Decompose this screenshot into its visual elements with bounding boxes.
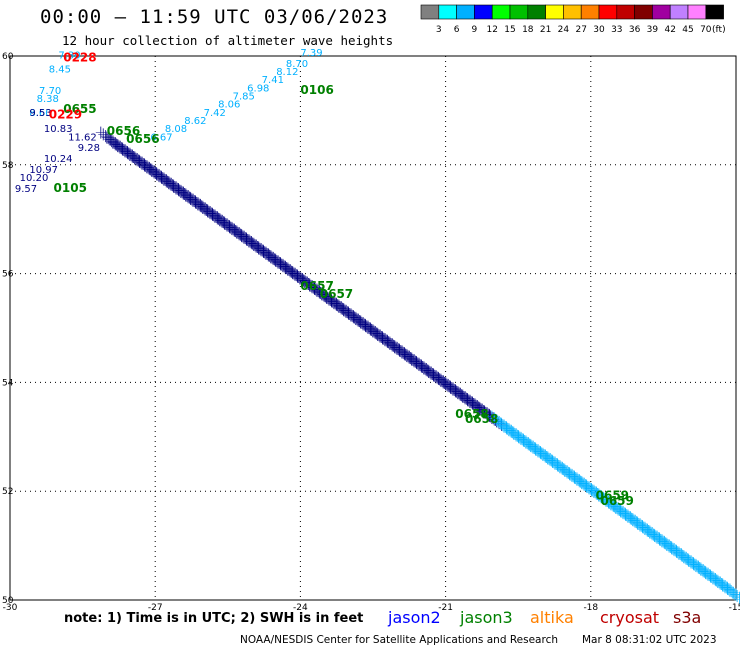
- time-label: 0659: [596, 488, 629, 502]
- legend-jason3: jason3: [460, 608, 513, 627]
- wave-height-map: -30 -27 -24 -21 -18 -15 50 52 54 56 58 60 7.30 8.45 7.…: [2, 48, 740, 610]
- swh-label: 8.06: [218, 100, 240, 111]
- time-label: 0656: [126, 132, 159, 146]
- scale-label: 9: [472, 25, 478, 34]
- swh-label: 9.53: [29, 108, 51, 119]
- swh-label: 10.97: [29, 165, 58, 176]
- time-label: 0655: [63, 102, 96, 116]
- time-label: 0657: [300, 279, 333, 293]
- time-label: 0106: [300, 83, 333, 97]
- scale-label: 6: [454, 25, 460, 34]
- time-label: 0105: [54, 181, 87, 195]
- footer-credit: NOAA/NESDIS Center for Satellite Applica…: [240, 634, 558, 646]
- time-label: 0658: [465, 412, 498, 426]
- scale-label: 15: [504, 25, 515, 34]
- scale-label: 12: [486, 25, 497, 34]
- footer-note: note: 1) Time is in UTC; 2) SWH is in fe…: [64, 611, 364, 626]
- swh-label: 11.62: [68, 132, 97, 143]
- swh-label: 9.28: [78, 143, 100, 154]
- time-label: 0657: [320, 287, 353, 301]
- scale-label: 3: [436, 25, 442, 34]
- x-tick-label: -18: [583, 603, 598, 610]
- color-scale-legend: 3 6 9 12 15 18 21 24 27 30 33 36 39 42 45 70 (ft): [420, 4, 726, 34]
- x-tick-label: -24: [293, 603, 308, 610]
- swh-label: 7.70: [39, 86, 61, 97]
- scale-label: 24: [558, 25, 570, 34]
- legend-jason2: jason2: [388, 608, 441, 627]
- swh-label: 6.98: [247, 83, 269, 94]
- time-label: 0658: [455, 407, 488, 421]
- swh-label: 7.39: [300, 48, 322, 59]
- swh-label: 8.38: [37, 94, 59, 105]
- legend-altika: altika: [530, 608, 574, 627]
- swh-label: 6.67: [150, 132, 172, 143]
- scale-label: 36: [629, 25, 641, 34]
- y-tick-label: 56: [2, 270, 14, 280]
- swh-label: 7.85: [233, 92, 255, 103]
- time-label: 0228: [63, 50, 96, 64]
- scale-label: 30: [593, 25, 605, 34]
- y-tick-label: 52: [2, 487, 13, 497]
- swh-label: 10.20: [20, 173, 49, 184]
- scale-label: 21: [540, 25, 551, 34]
- y-tick-label: 50: [2, 596, 14, 606]
- x-tick-label: -27: [148, 603, 163, 610]
- scale-label: 18: [522, 25, 534, 34]
- scale-unit: (ft): [712, 25, 726, 34]
- swh-label: 8.60: [29, 108, 51, 119]
- scale-label: 39: [647, 25, 659, 34]
- chart-title: 00:00 — 11:59 UTC 03/06/2023: [40, 6, 389, 28]
- swh-label: 8.70: [286, 59, 308, 70]
- chart-subtitle: 12 hour collection of altimeter wave hei…: [62, 33, 394, 48]
- plot-frame: [9, 55, 737, 601]
- swh-label: 8.08: [165, 124, 187, 135]
- legend-s3a: s3a: [673, 608, 702, 627]
- footer-timestamp: Mar 8 08:31:02 UTC 2023: [582, 634, 717, 646]
- scale-label: 42: [664, 25, 675, 34]
- legend-cryosat: cryosat: [600, 608, 660, 627]
- time-label: 0656: [107, 124, 140, 138]
- time-label: 0229: [49, 108, 82, 122]
- swh-label: 7.30: [58, 51, 80, 62]
- swh-label: 8.62: [184, 116, 206, 127]
- y-tick-label: 58: [2, 161, 14, 171]
- y-tick-label: 54: [2, 378, 14, 388]
- swh-label: 10.24: [44, 154, 73, 165]
- swh-label: 10.83: [44, 124, 73, 135]
- swh-label: 9.57: [15, 184, 37, 195]
- swh-label: 7.41: [262, 75, 284, 86]
- scale-label: 33: [611, 25, 622, 34]
- scale-swatch: [705, 4, 724, 20]
- scale-label: 27: [575, 25, 586, 34]
- y-tick-label: 60: [2, 52, 14, 62]
- time-label: 0659: [600, 494, 633, 508]
- scale-label: 45: [682, 25, 693, 34]
- swh-label: 8.45: [49, 64, 71, 75]
- swh-label: 7.42: [204, 108, 226, 119]
- x-tick-label: -21: [438, 603, 453, 610]
- swh-label: 8.12: [276, 67, 298, 78]
- x-tick-label: -30: [3, 603, 18, 610]
- x-tick-label: -15: [729, 603, 740, 610]
- scale-label: 70: [700, 25, 712, 34]
